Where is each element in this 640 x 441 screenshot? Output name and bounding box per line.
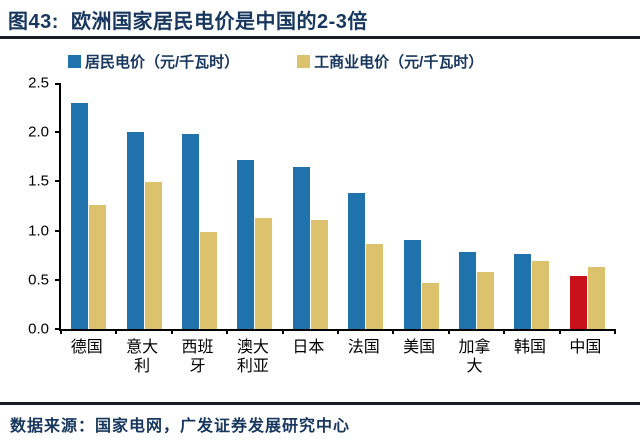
x-axis-label-text: 西班牙 xyxy=(181,339,214,375)
figure-title: 图43: 欧洲国家居民电价是中国的2-3倍 xyxy=(8,11,368,33)
x-axis-label-text: 德国 xyxy=(70,339,103,356)
x-axis-label: 日本 xyxy=(281,338,336,376)
x-axis-label-text: 加拿大 xyxy=(458,339,491,375)
legend-item-industrial: 工商业电价（元/千瓦时） xyxy=(297,51,483,72)
x-axis-label: 西班牙 xyxy=(170,338,225,376)
legend-swatch-industrial-icon xyxy=(297,55,311,68)
y-axis-tick xyxy=(55,83,61,85)
x-axis-labels: 德国 意大利 西班牙 澳大利亚 日本 法国 美国 加拿大 韩国 中国 xyxy=(59,338,613,376)
y-axis-label: 0.0 xyxy=(28,320,49,338)
x-axis-label-text: 美国 xyxy=(403,339,436,356)
x-axis-label: 美国 xyxy=(391,338,446,376)
bar-group xyxy=(283,83,338,329)
y-axis-label: 1.0 xyxy=(28,222,49,240)
y-axis-tick xyxy=(55,278,61,281)
legend-swatch-residential-icon xyxy=(68,55,81,68)
x-axis-label-text: 中国 xyxy=(569,339,602,356)
bar xyxy=(532,261,550,329)
bar xyxy=(421,283,439,329)
x-axis-label: 韩国 xyxy=(502,338,557,376)
data-source: 数据来源：国家电网，广发证券发展研究中心 xyxy=(10,418,351,435)
bar xyxy=(477,272,495,329)
x-axis-label-text: 韩国 xyxy=(513,339,546,356)
x-axis-label-text: 意大利 xyxy=(126,339,159,375)
x-axis-tick xyxy=(614,329,616,334)
bar xyxy=(292,167,310,329)
x-axis-tick xyxy=(60,329,62,334)
bar xyxy=(71,103,89,329)
x-axis-tick xyxy=(115,329,118,334)
bar xyxy=(126,132,144,329)
bar-group xyxy=(227,83,282,329)
y-axis-label: 2.5 xyxy=(28,74,49,92)
bar xyxy=(366,244,384,329)
bar xyxy=(310,220,328,329)
legend-item-residential: 居民电价（元/千瓦时） xyxy=(68,51,239,72)
bar-group xyxy=(61,83,116,329)
chart-legend: 居民电价（元/千瓦时） 工商业电价（元/千瓦时） xyxy=(0,51,640,72)
x-axis-tick xyxy=(281,329,284,334)
bar xyxy=(89,205,107,329)
legend-label-residential: 居民电价（元/千瓦时） xyxy=(85,54,240,71)
x-axis-label: 意大利 xyxy=(114,338,169,376)
bar xyxy=(403,240,421,329)
legend-label-industrial: 工商业电价（元/千瓦时） xyxy=(314,54,484,71)
x-axis-tick xyxy=(447,329,450,334)
bar xyxy=(200,232,218,329)
x-axis-label: 法国 xyxy=(336,338,391,376)
x-axis-label: 德国 xyxy=(59,338,114,376)
bar xyxy=(182,134,200,329)
bar xyxy=(569,276,587,329)
y-axis-tick xyxy=(55,131,61,134)
bar-group xyxy=(116,83,171,329)
footer-divider xyxy=(0,402,640,405)
x-axis-label: 澳大利亚 xyxy=(225,338,280,376)
bar-group xyxy=(504,83,559,329)
x-axis-label: 中国 xyxy=(558,338,613,376)
bar xyxy=(144,182,162,329)
bar-group xyxy=(560,83,615,329)
y-axis-label: 2.0 xyxy=(28,123,49,141)
bar xyxy=(459,252,477,329)
bar-group xyxy=(449,83,504,329)
bar-group xyxy=(172,83,227,329)
x-axis-tick xyxy=(392,329,395,334)
bar-group xyxy=(338,83,393,329)
x-axis-tick xyxy=(558,329,561,334)
bar xyxy=(237,160,255,329)
plot-area: 0.0 0.5 1.0 1.5 2.0 2.5 xyxy=(28,75,616,338)
x-axis-tick xyxy=(337,329,339,334)
x-axis-tick xyxy=(226,329,229,334)
x-axis-label-text: 澳大利亚 xyxy=(236,339,269,375)
y-axis-tick xyxy=(55,328,61,330)
x-axis-tick xyxy=(503,329,506,334)
bar-group xyxy=(393,83,448,329)
bar xyxy=(255,218,273,329)
x-axis-tick xyxy=(170,329,173,334)
x-axis-label-text: 法国 xyxy=(347,339,380,356)
x-axis-label: 加拿大 xyxy=(447,338,502,376)
y-axis-label: 0.5 xyxy=(28,271,49,289)
title-divider xyxy=(0,36,640,39)
bar xyxy=(514,254,532,329)
bar xyxy=(348,193,366,329)
y-axis-tick xyxy=(55,229,61,232)
bar xyxy=(587,267,605,329)
x-axis-label-text: 日本 xyxy=(292,339,325,356)
y-axis-label: 1.5 xyxy=(28,172,49,190)
y-axis-tick xyxy=(55,180,61,183)
